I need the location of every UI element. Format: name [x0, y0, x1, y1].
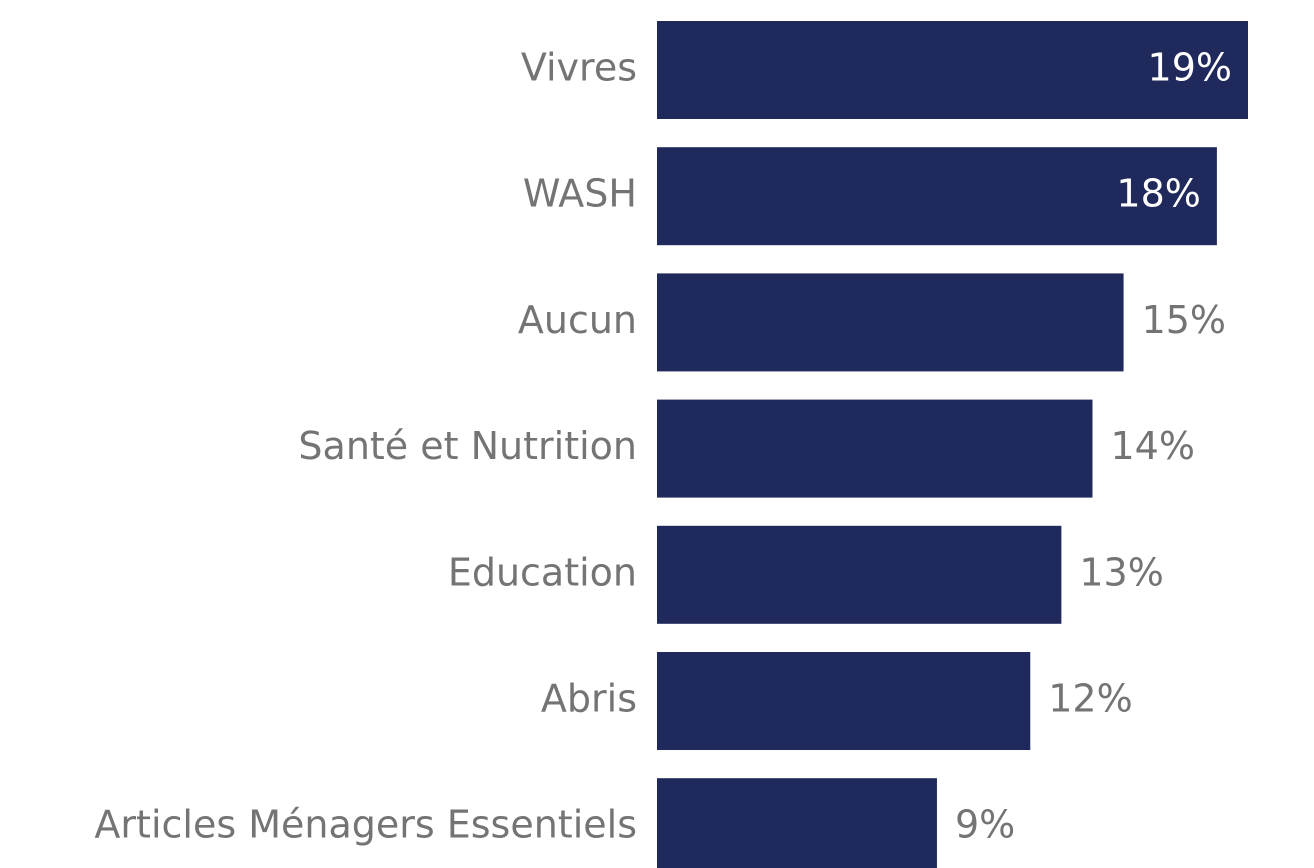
value-label: 19% [1148, 46, 1232, 90]
bar [657, 21, 1248, 119]
bar [657, 778, 937, 868]
bar [657, 273, 1124, 372]
category-label: Vivres [521, 46, 637, 90]
category-label: Abris [541, 677, 637, 721]
value-label: 13% [1079, 550, 1163, 594]
category-label: Education [448, 550, 637, 594]
category-label: Articles Ménagers Essentiels [94, 803, 637, 847]
category-label: Santé et Nutrition [298, 424, 637, 468]
value-label: 18% [1116, 172, 1200, 216]
value-label: 15% [1142, 298, 1226, 342]
category-label: Aucun [518, 298, 637, 342]
bar [657, 147, 1217, 246]
value-label: 12% [1048, 677, 1132, 721]
bar [657, 399, 1093, 498]
value-label: 9% [955, 803, 1015, 847]
value-label: 14% [1110, 424, 1194, 468]
bar [657, 652, 1031, 750]
bar [657, 525, 1062, 624]
category-label: WASH [523, 172, 637, 216]
